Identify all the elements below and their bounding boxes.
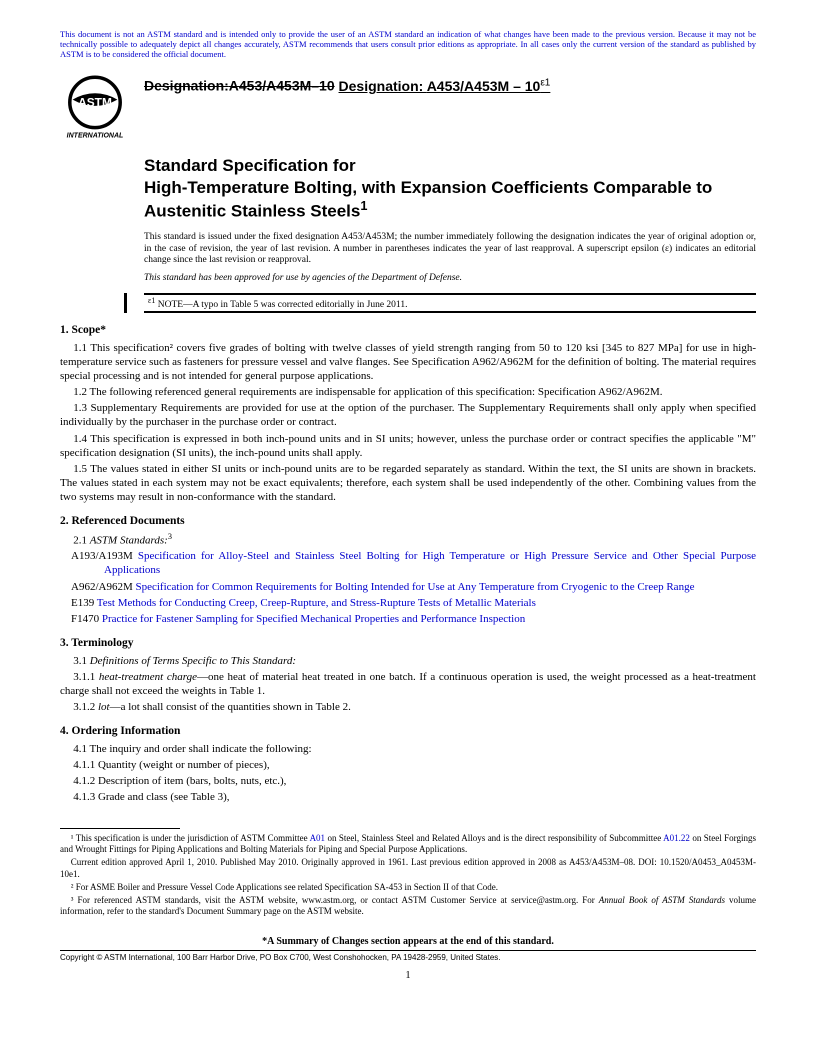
designation-old: Designation:A453/A453M–10 bbox=[144, 78, 335, 94]
footnote-1: ¹ This specification is under the jurisd… bbox=[60, 833, 756, 856]
astm-logo: ASTM INTERNATIONAL bbox=[60, 73, 130, 143]
ref-link-f1470[interactable]: Practice for Fastener Sampling for Speci… bbox=[102, 613, 525, 625]
page-number: 1 bbox=[60, 970, 756, 981]
para-1-1: 1.1 This specification² covers five grad… bbox=[60, 341, 756, 383]
para-1-4: 1.4 This specification is expressed in b… bbox=[60, 432, 756, 460]
para-1-3: 1.3 Supplementary Requirements are provi… bbox=[60, 401, 756, 429]
link-committee-a01[interactable]: A01 bbox=[310, 833, 326, 843]
para-4-1-2: 4.1.2 Description of item (bars, bolts, … bbox=[60, 774, 756, 788]
ref-a193: A193/A193M Specification for Alloy-Steel… bbox=[60, 549, 756, 577]
para-1-5: 1.5 The values stated in either SI units… bbox=[60, 462, 756, 504]
svg-text:ASTM: ASTM bbox=[78, 96, 112, 110]
body-text: 1. Scope* 1.1 This specification² covers… bbox=[60, 323, 756, 803]
section-4-heading: 4. Ordering Information bbox=[60, 724, 756, 739]
designation-line: Designation:A453/A453M–10 Designation: A… bbox=[144, 77, 550, 94]
para-3-1-2: 3.1.2 lot—a lot shall consist of the qua… bbox=[60, 700, 756, 714]
section-2-heading: 2. Referenced Documents bbox=[60, 514, 756, 529]
epsilon-note: ε1 NOTE—A typo in Table 5 was corrected … bbox=[144, 293, 756, 313]
title-block: Standard Specification for High-Temperat… bbox=[144, 155, 756, 313]
para-4-1: 4.1 The inquiry and order shall indicate… bbox=[60, 742, 756, 756]
para-4-1-3: 4.1.3 Grade and class (see Table 3), bbox=[60, 790, 756, 804]
para-1-2: 1.2 The following referenced general req… bbox=[60, 385, 756, 399]
para-2-1: 2.1 ASTM Standards:3 bbox=[60, 532, 756, 548]
copyright-line: Copyright © ASTM International, 100 Barr… bbox=[60, 950, 756, 962]
ref-link-a193[interactable]: Specification for Alloy-Steel and Stainl… bbox=[104, 550, 756, 576]
footnote-1b: Current edition approved April 1, 2010. … bbox=[60, 857, 756, 880]
ref-link-e139[interactable]: Test Methods for Conducting Creep, Creep… bbox=[97, 597, 536, 609]
para-4-1-1: 4.1.1 Quantity (weight or number of piec… bbox=[60, 758, 756, 772]
para-3-1-1: 3.1.1 heat-treatment charge—one heat of … bbox=[60, 670, 756, 698]
disclaimer-text: This document is not an ASTM standard an… bbox=[60, 30, 756, 59]
header-row: ASTM INTERNATIONAL Designation:A453/A453… bbox=[60, 73, 756, 143]
section-3-heading: 3. Terminology bbox=[60, 636, 756, 651]
footnotes: ¹ This specification is under the jurisd… bbox=[60, 833, 756, 918]
ref-e139: E139 Test Methods for Conducting Creep, … bbox=[60, 596, 756, 610]
ref-link-a962[interactable]: Specification for Common Requirements fo… bbox=[135, 581, 694, 593]
svg-text:INTERNATIONAL: INTERNATIONAL bbox=[67, 133, 124, 140]
ref-a962: A962/A962M Specification for Common Requ… bbox=[60, 580, 756, 594]
document-title: Standard Specification for High-Temperat… bbox=[144, 155, 756, 221]
link-subcommittee-a0122[interactable]: A01.22 bbox=[663, 833, 690, 843]
footnote-3: ³ For referenced ASTM standards, visit t… bbox=[60, 895, 756, 918]
footnote-2: ² For ASME Boiler and Pressure Vessel Co… bbox=[60, 882, 756, 893]
section-1-heading: 1. Scope* bbox=[60, 323, 756, 338]
dod-approval-note: This standard has been approved for use … bbox=[144, 273, 756, 285]
designation-new: Designation: A453/A453M – 10ε1 bbox=[339, 78, 551, 94]
para-3-1: 3.1 Definitions of Terms Specific to Thi… bbox=[60, 654, 756, 668]
ref-f1470: F1470 Practice for Fastener Sampling for… bbox=[60, 612, 756, 626]
summary-of-changes-note: *A Summary of Changes section appears at… bbox=[60, 936, 756, 947]
issued-note: This standard is issued under the fixed … bbox=[144, 232, 756, 268]
